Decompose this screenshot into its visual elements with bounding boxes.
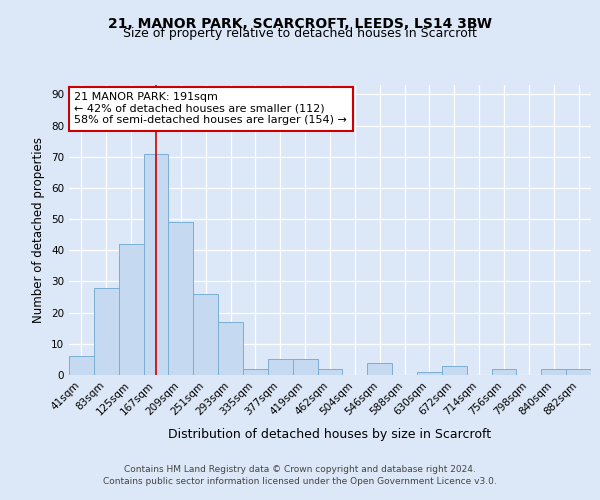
Text: 21, MANOR PARK, SCARCROFT, LEEDS, LS14 3BW: 21, MANOR PARK, SCARCROFT, LEEDS, LS14 3… (108, 18, 492, 32)
X-axis label: Distribution of detached houses by size in Scarcroft: Distribution of detached houses by size … (169, 428, 491, 441)
Bar (193, 294, 218, 375)
Bar (169, 222, 193, 375)
Bar (119, 244, 143, 375)
Bar (94, 288, 119, 375)
Bar (143, 154, 169, 375)
Bar (243, 369, 268, 375)
Bar (566, 369, 591, 375)
Bar (317, 369, 343, 375)
Bar (268, 360, 293, 375)
Bar (218, 322, 243, 375)
Bar (293, 360, 317, 375)
Bar (417, 372, 442, 375)
Text: Contains HM Land Registry data © Crown copyright and database right 2024.: Contains HM Land Registry data © Crown c… (124, 465, 476, 474)
Bar (541, 369, 566, 375)
Y-axis label: Number of detached properties: Number of detached properties (32, 137, 46, 323)
Bar (367, 362, 392, 375)
Text: Size of property relative to detached houses in Scarcroft: Size of property relative to detached ho… (123, 28, 477, 40)
Bar (69, 356, 94, 375)
Text: 21 MANOR PARK: 191sqm
← 42% of detached houses are smaller (112)
58% of semi-det: 21 MANOR PARK: 191sqm ← 42% of detached … (74, 92, 347, 126)
Bar (442, 366, 467, 375)
Text: Contains public sector information licensed under the Open Government Licence v3: Contains public sector information licen… (103, 477, 497, 486)
Bar (491, 369, 517, 375)
